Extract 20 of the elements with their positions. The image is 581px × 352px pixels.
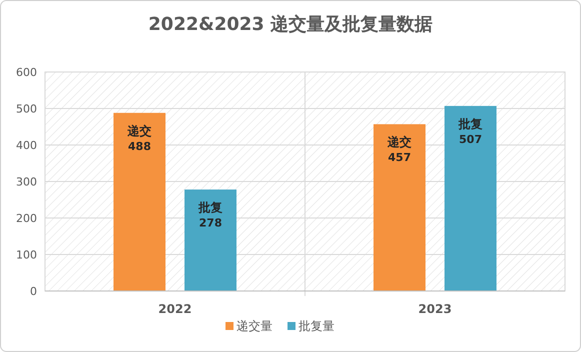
y-tick-label: 200 <box>16 212 37 225</box>
y-tick-label: 100 <box>16 248 37 262</box>
data-label: 递交 457 <box>386 135 412 164</box>
bar <box>114 112 166 291</box>
bar <box>374 124 426 291</box>
data-label: 递交 488 <box>126 124 152 153</box>
x-tick-label: 2022 <box>158 302 192 316</box>
data-label: 批复 278 <box>198 200 222 230</box>
x-tick-label: 2023 <box>418 302 452 316</box>
y-tick-label: 400 <box>16 139 37 152</box>
data-label: 批复 507 <box>458 116 482 146</box>
y-tick-label: 600 <box>16 66 37 79</box>
bar <box>444 106 496 291</box>
y-tick-label: 300 <box>16 176 37 188</box>
y-tick-label: 0 <box>30 285 37 298</box>
legend-label: 批复量 <box>298 319 334 333</box>
y-tick-label: 500 <box>16 102 37 116</box>
bar <box>184 190 236 291</box>
chart-title: 2022&2023 递交量及批复量数据 <box>148 14 433 35</box>
legend-label: 递交量 <box>236 319 272 333</box>
